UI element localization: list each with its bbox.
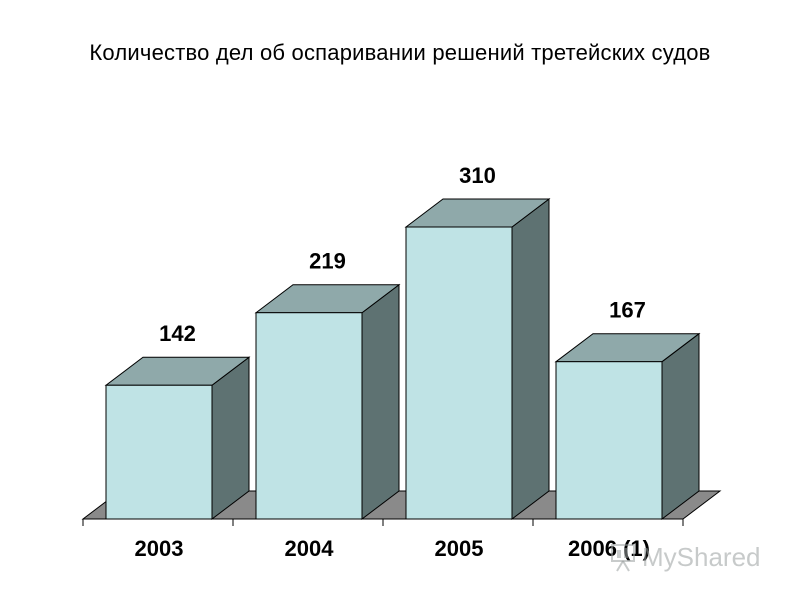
bar — [104, 356, 251, 521]
bar-front — [255, 312, 363, 520]
value-labels: 142 219 310 167 — [159, 163, 646, 346]
x-tick-label: 2003 — [135, 536, 184, 561]
value-label: 142 — [159, 321, 196, 346]
chart-title: Количество дел об оспаривании решений тр… — [89, 40, 711, 65]
bar-side — [661, 332, 700, 521]
watermark-text: MyShared — [642, 542, 761, 572]
bar-side — [511, 197, 550, 521]
value-label: 219 — [309, 249, 346, 274]
bar — [254, 283, 401, 521]
presentation-icon — [611, 544, 635, 572]
x-axis: 2003 2004 2005 2006 (1) — [82, 518, 684, 561]
watermark: MyShared — [611, 542, 761, 572]
bar-front — [105, 384, 213, 520]
x-tick-label: 2005 — [435, 536, 484, 561]
bar — [404, 197, 551, 521]
value-label: 167 — [609, 298, 646, 323]
x-tick-label: 2006 (1) — [568, 536, 650, 561]
bar-front — [555, 361, 663, 520]
value-label: 310 — [459, 163, 496, 188]
bar — [554, 332, 701, 521]
x-tick-label: 2004 — [285, 536, 335, 561]
bars — [104, 197, 701, 521]
bar-front — [405, 226, 513, 520]
bar-side — [361, 283, 400, 521]
